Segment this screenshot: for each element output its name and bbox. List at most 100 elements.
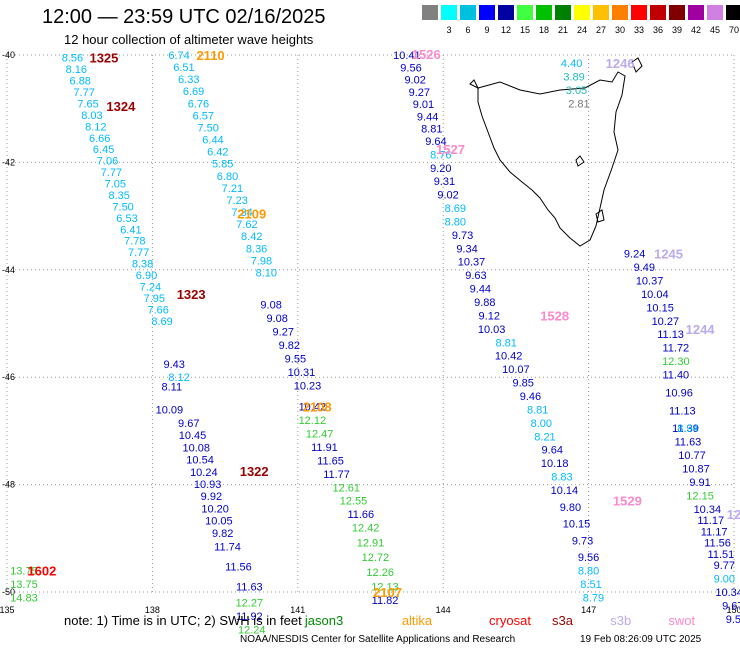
wave-height-value: 11.72	[662, 343, 689, 355]
wave-height-value: 6.80	[217, 171, 238, 183]
legend-label: 18	[538, 25, 549, 35]
wave-height-value: 9.34	[456, 243, 477, 255]
wave-height-value: 9.31	[434, 176, 455, 188]
lat-tick-label: -48	[2, 480, 15, 490]
wave-height-value: 10.87	[682, 463, 710, 475]
wave-height-value: 9.77	[714, 560, 735, 572]
wave-height-value: 6.88	[70, 76, 91, 88]
legend-swatch	[422, 5, 438, 20]
pass-labels: 1325 1324 1323 1322 1602 2110 2109 2108 2107 1526…	[27, 47, 740, 600]
wave-height-value: 7.05	[105, 179, 126, 191]
satellite-key-altika: altika	[401, 613, 433, 628]
wave-height-value: 11.63	[675, 437, 702, 449]
wave-height-value: 11.77	[323, 469, 350, 481]
map-gridlines	[6, 54, 735, 593]
wave-height-value: 10.41	[393, 50, 421, 62]
pass-number-label: 1526	[412, 47, 441, 62]
pass-number-label: 1322	[240, 464, 269, 479]
legend-swatch	[536, 5, 552, 20]
wave-height-value: 9.88	[474, 297, 495, 309]
wave-height-value: 9.80	[560, 502, 581, 514]
wave-height-value: 9.82	[212, 528, 233, 540]
wave-height-value: 10.09	[156, 404, 184, 416]
wave-height-value: 9.54	[726, 614, 740, 626]
wave-height-value: 13.75	[10, 566, 38, 578]
wave-height-value: 6.53	[116, 213, 137, 225]
wave-height-value: 7.23	[227, 195, 248, 207]
lon-tick-label: 135	[0, 605, 15, 615]
wave-height-value: 8.79	[583, 592, 604, 604]
wave-height-value: 6.76	[188, 98, 209, 110]
pass-number-label: 1602	[27, 564, 56, 579]
wave-height-value: 12.27	[236, 598, 264, 610]
wave-height-value: 8.21	[534, 431, 555, 443]
wave-height-value: 4.40	[561, 58, 582, 70]
tasmania-coastline	[469, 57, 643, 247]
wave-height-value: 12.15	[686, 490, 714, 502]
legend-label: 24	[576, 25, 587, 35]
wave-height-value: 10.27	[652, 316, 680, 328]
legend-label: 30	[614, 25, 625, 35]
lat-tick-label: -40	[2, 50, 15, 60]
wave-height-value: 8.80	[445, 216, 466, 228]
wave-height-value: 9.64	[425, 136, 446, 148]
wave-height-value: 11.74	[214, 541, 241, 553]
wave-height-value: 6.74	[168, 50, 189, 62]
legend-label: 42	[690, 25, 701, 35]
pass-number-label: 1323	[177, 287, 206, 302]
wave-height-value: 8.80	[578, 566, 599, 578]
wave-height-value: 7.62	[236, 219, 257, 231]
wave-height-value: 9.67	[722, 600, 740, 612]
lat-tick-label: -44	[2, 265, 15, 275]
wave-height-value: 11.13	[669, 405, 696, 417]
wave-height-value: 10.45	[179, 430, 207, 442]
wave-height-value: 11.82	[372, 595, 399, 607]
wave-height-value: 9.73	[572, 535, 593, 547]
legend-label: 21	[557, 25, 568, 35]
wave-height-value: 9.55	[285, 353, 306, 365]
wave-height-value: 9.02	[437, 190, 458, 202]
pass-number-label: 1324	[106, 99, 136, 114]
lat-tick-label: -42	[2, 157, 15, 167]
legend-label: 9	[484, 25, 490, 35]
wave-height-value: 10.03	[478, 324, 506, 336]
wave-height-value: 12.72	[362, 552, 390, 564]
wave-height-value: 10.15	[646, 302, 674, 314]
wave-height-value: 8.83	[551, 472, 572, 484]
wave-height-value: 10.42	[299, 402, 327, 414]
wave-height-value: 6.42	[207, 147, 228, 159]
wave-height-value: 11.56	[704, 538, 731, 550]
wave-height-value: 9.91	[689, 477, 710, 489]
wave-height-value: 10.05	[205, 516, 233, 528]
wave-height-value: 7.50	[112, 201, 133, 213]
satellite-key-cryosat: cryosat	[489, 613, 531, 628]
wave-height-value: 12.42	[352, 523, 380, 535]
legend-swatch	[669, 5, 685, 20]
wave-height-value: 10.93	[194, 479, 222, 491]
wave-height-value: 12.30	[662, 356, 690, 368]
wave-height-value: 12.13	[371, 582, 399, 594]
wave-height-value: 9.92	[201, 491, 222, 503]
wave-height-value: 10.04	[641, 289, 669, 301]
wave-height-value: 6.66	[89, 133, 110, 145]
wave-height-value: 10.20	[201, 503, 229, 515]
wave-height-value: 6.90	[136, 270, 157, 282]
lon-tick-label: 138	[145, 605, 160, 615]
wave-height-value: 12.47	[306, 429, 334, 441]
page-subtitle: 12 hour collection of altimeter wave hei…	[64, 32, 314, 47]
wave-height-value: 9.64	[542, 445, 563, 457]
wave-height-value: 11.17	[701, 526, 728, 538]
legend-label: 36	[652, 25, 663, 35]
wave-height-value: 10.37	[636, 276, 664, 288]
wave-height-value: 9.44	[470, 284, 491, 296]
wave-height-value: 10.54	[186, 455, 214, 467]
wave-height-value: 8.36	[246, 243, 267, 255]
wave-height-value: 7.21	[222, 183, 243, 195]
page-title: 12:00 — 23:59 UTC 02/16/2025	[42, 6, 326, 28]
wave-height-value: 11.39	[672, 423, 699, 435]
credit-text: NOAA/NESDIS Center for Satellite Applica…	[240, 634, 516, 645]
wave-height-value: 9.46	[520, 391, 541, 403]
wave-height-value: 12.12	[299, 415, 327, 427]
wave-height-value: 10.14	[551, 485, 579, 497]
